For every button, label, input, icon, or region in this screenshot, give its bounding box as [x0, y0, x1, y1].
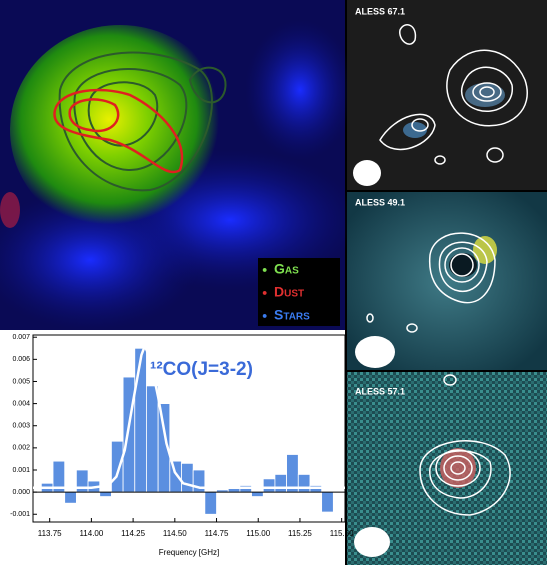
x-tick-label: 115.25	[288, 529, 312, 538]
x-tick-label: 114.25	[121, 529, 145, 538]
bar	[297, 474, 311, 493]
bar	[321, 491, 334, 513]
bar	[64, 491, 77, 504]
panel-label: ALESS 57.1	[355, 386, 405, 396]
bar	[251, 491, 264, 497]
bar	[274, 474, 288, 493]
legend-label: Stars	[274, 307, 310, 323]
x-tick-label: 114.75	[205, 529, 229, 538]
legend-dot: ●	[262, 287, 267, 297]
y-tick-label: 0.003	[12, 423, 30, 430]
y-tick-label: 0.000	[12, 489, 30, 496]
y-tick-label: 0.001	[12, 467, 30, 474]
y-tick-label: 0.006	[12, 356, 30, 363]
legend-dot: ●	[262, 264, 267, 274]
y-tick-label: 0.007	[12, 334, 30, 341]
composite-image: ● Gas ● Dust ● Stars	[0, 0, 360, 330]
legend-label: Gas	[274, 261, 299, 277]
bar	[111, 440, 124, 493]
panel-label: ALESS 49.1	[355, 197, 405, 207]
fit-line	[33, 342, 345, 489]
x-tick-label: 113.75	[38, 529, 62, 538]
y-tick-label: 0.004	[12, 400, 30, 407]
x-tick-label: 114.50	[163, 529, 187, 538]
y-tick-label: 0.002	[12, 445, 30, 452]
bar	[146, 385, 159, 493]
x-tick-label: 114.00	[79, 529, 103, 538]
panel-1: ALESS 67.1	[347, 0, 547, 190]
y-tick-label: -0.001	[10, 511, 30, 518]
legend-label: Dust	[274, 284, 304, 300]
spectrum-chart: -0.001 0.000 0.001 0.002 0.003 0.004 0.005 0.00…	[0, 330, 354, 565]
bar	[99, 491, 112, 497]
bar	[204, 491, 217, 515]
panel-2: ALESS 49.1	[347, 192, 547, 370]
bar	[134, 347, 147, 493]
panel-label: ALESS 67.1	[355, 6, 405, 16]
annotation: ¹²CO(J=3-2)	[150, 359, 253, 380]
x-tick-label: 115.00	[246, 529, 270, 538]
bar	[262, 478, 276, 493]
x-axis-label: Frequency [GHz]	[159, 548, 219, 557]
legend-dot: ●	[262, 310, 267, 320]
panel-3: ALESS 57.1	[347, 372, 547, 565]
bar	[181, 462, 194, 493]
bar	[122, 376, 136, 493]
x-tick-label: 115.50	[330, 529, 354, 538]
y-tick-label: 0.005	[12, 378, 30, 385]
bar	[169, 460, 182, 493]
